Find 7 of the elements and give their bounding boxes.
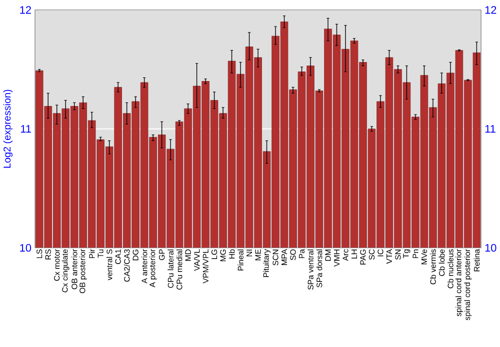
y-tick-label: 10 [20,244,32,252]
y2-tick-label: 10 [485,244,496,252]
y-axis-title: Log2 (expression) [3,90,13,168]
y2-tick-label: 12 [485,6,496,14]
y2-tick-label: 11 [485,125,496,133]
y-tick-label: 12 [20,6,31,14]
y-tick-label: 11 [20,125,31,133]
